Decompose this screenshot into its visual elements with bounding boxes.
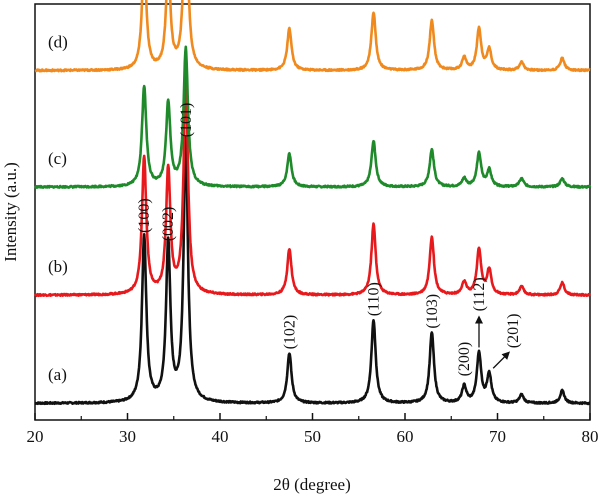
x-axis-title: 2θ (degree) <box>273 475 351 494</box>
series-label-2: (c) <box>48 149 67 168</box>
peak-label-0: (100) <box>136 198 153 233</box>
x-tick-label-0: 20 <box>27 427 44 446</box>
series-trace-3 <box>34 0 591 73</box>
x-tick-label-6: 80 <box>582 427 599 446</box>
peak-label-5: (103) <box>424 294 441 329</box>
x-tick-label-5: 70 <box>489 427 506 446</box>
x-tick-label-3: 50 <box>304 427 321 446</box>
x-tick-label-4: 60 <box>397 427 414 446</box>
peak-label-6: (200) <box>456 342 473 377</box>
peak-label-4: (110) <box>366 282 383 316</box>
peak-label-8: (201) <box>505 314 522 349</box>
plot-frame <box>34 3 591 421</box>
y-axis-title: Intensity (a.u.) <box>1 162 20 262</box>
peak-label-1: (002) <box>160 207 177 242</box>
peak-label-3: (102) <box>281 315 298 350</box>
arrow-201 <box>492 351 511 369</box>
series-trace-1 <box>33 74 591 298</box>
series-trace-0 <box>34 136 591 406</box>
x-tick-label-2: 40 <box>212 427 229 446</box>
series-label-0: (a) <box>48 365 67 384</box>
series-label-3: (d) <box>48 32 68 51</box>
peak-label-2: (101) <box>178 103 195 138</box>
series-label-1: (b) <box>48 257 68 276</box>
x-tick-label-1: 30 <box>119 427 136 446</box>
series-trace-2 <box>34 45 592 189</box>
peak-label-7: (112) <box>471 277 488 311</box>
